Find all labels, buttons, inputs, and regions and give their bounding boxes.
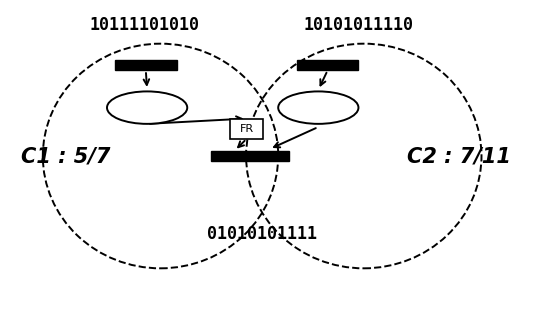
Text: 10111101010: 10111101010 — [89, 16, 200, 34]
Text: C2 : 7/11: C2 : 7/11 — [407, 146, 510, 166]
Text: 10101011110: 10101011110 — [303, 16, 414, 34]
Text: C1 : 5/7: C1 : 5/7 — [21, 146, 111, 166]
Ellipse shape — [107, 91, 187, 124]
Text: FR: FR — [240, 124, 254, 134]
Bar — [230, 119, 263, 139]
Ellipse shape — [278, 91, 358, 124]
Bar — [211, 151, 289, 161]
Bar — [297, 60, 358, 70]
Bar — [115, 60, 177, 70]
Text: 01010101111: 01010101111 — [207, 225, 317, 243]
